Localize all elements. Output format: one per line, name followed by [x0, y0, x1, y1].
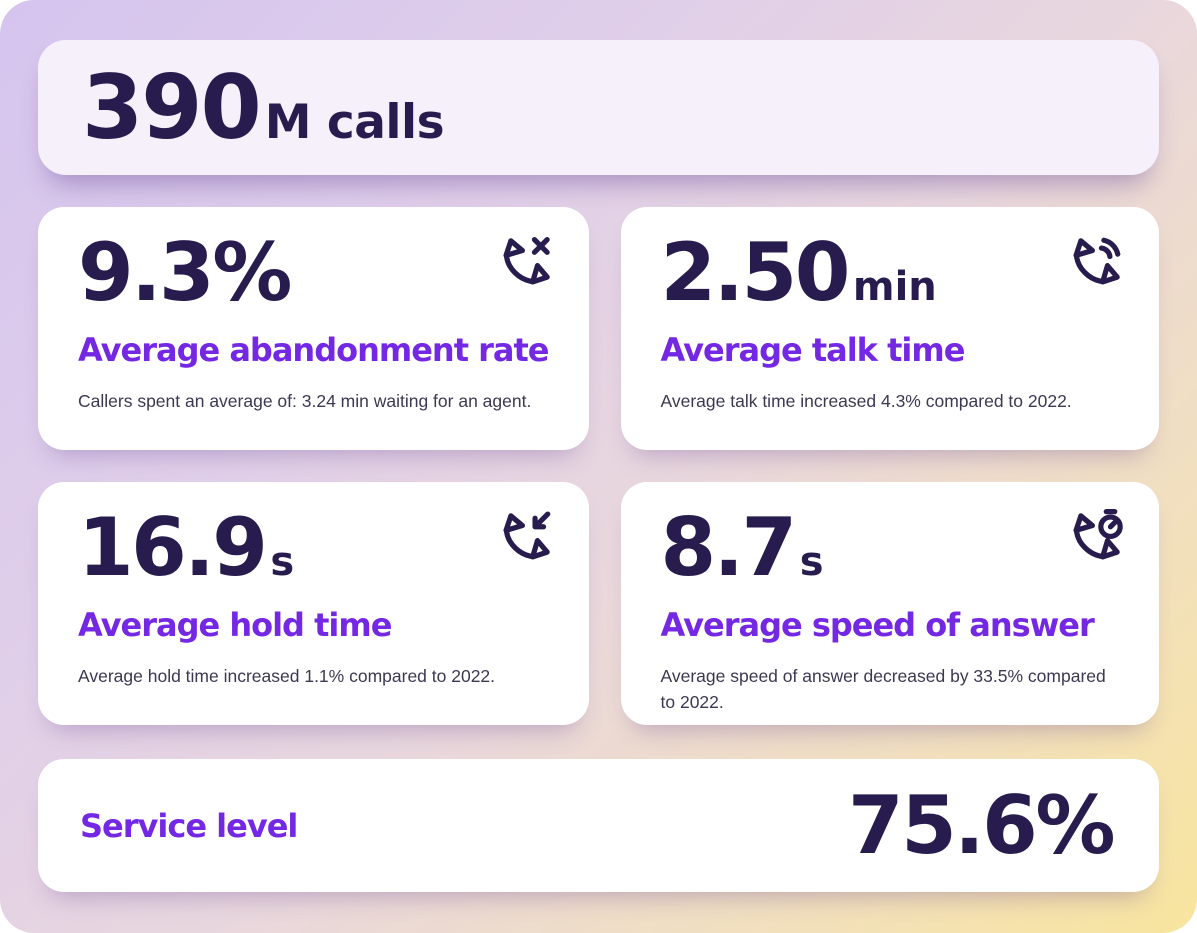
- abandonment-rate-value: 9.3%: [78, 226, 292, 319]
- hold-time-value: 16.9: [78, 501, 268, 594]
- service-level-label: Service level: [80, 806, 298, 845]
- phone-missed-call-icon: [497, 233, 555, 291]
- metric-cards-grid: 9.3% Average abandonment rate Callers sp…: [38, 207, 1159, 725]
- talk-time-description: Average talk time increased 4.3% compare…: [660, 391, 1072, 412]
- talk-time-value: 2.50: [660, 226, 851, 319]
- service-level-card: Service level 75.6%: [38, 759, 1159, 892]
- speed-of-answer-unit: s: [799, 539, 824, 585]
- service-level-value: 75.6%: [847, 778, 1116, 872]
- talk-time-unit: min: [852, 264, 937, 310]
- card-speed-of-answer: 8.7 s Average speed of answer Average sp…: [620, 482, 1159, 725]
- talk-time-title: Average talk time: [660, 331, 966, 369]
- hold-time-description: Average hold time increased 1.1% compare…: [78, 666, 496, 687]
- total-calls-metric: 390 M calls: [82, 55, 445, 159]
- speed-of-answer-value: 8.7: [660, 501, 798, 594]
- phone-active-call-waves-icon: [1067, 233, 1125, 291]
- card-abandonment-rate: 9.3% Average abandonment rate Callers sp…: [38, 207, 589, 450]
- total-calls-unit: M calls: [264, 94, 445, 150]
- card-hold-time: 16.9 s Average hold time Average hold ti…: [38, 482, 589, 725]
- hold-time-title: Average hold time: [78, 606, 392, 644]
- phone-timer-icon: [1067, 508, 1125, 566]
- total-calls-value: 390: [82, 55, 262, 159]
- abandonment-rate-title: Average abandonment rate: [78, 331, 549, 369]
- speed-of-answer-title: Average speed of answer: [660, 606, 1095, 644]
- phone-incoming-call-icon: [497, 508, 555, 566]
- card-talk-time: 2.50 min Average talk time Average talk …: [620, 207, 1159, 450]
- hold-time-unit: s: [270, 539, 295, 585]
- speed-of-answer-description: Average speed of answer decreased by 33.…: [660, 666, 1106, 713]
- abandonment-rate-description: Callers spent an average of: 3.24 min wa…: [78, 391, 532, 412]
- total-calls-banner: 390 M calls: [38, 40, 1159, 175]
